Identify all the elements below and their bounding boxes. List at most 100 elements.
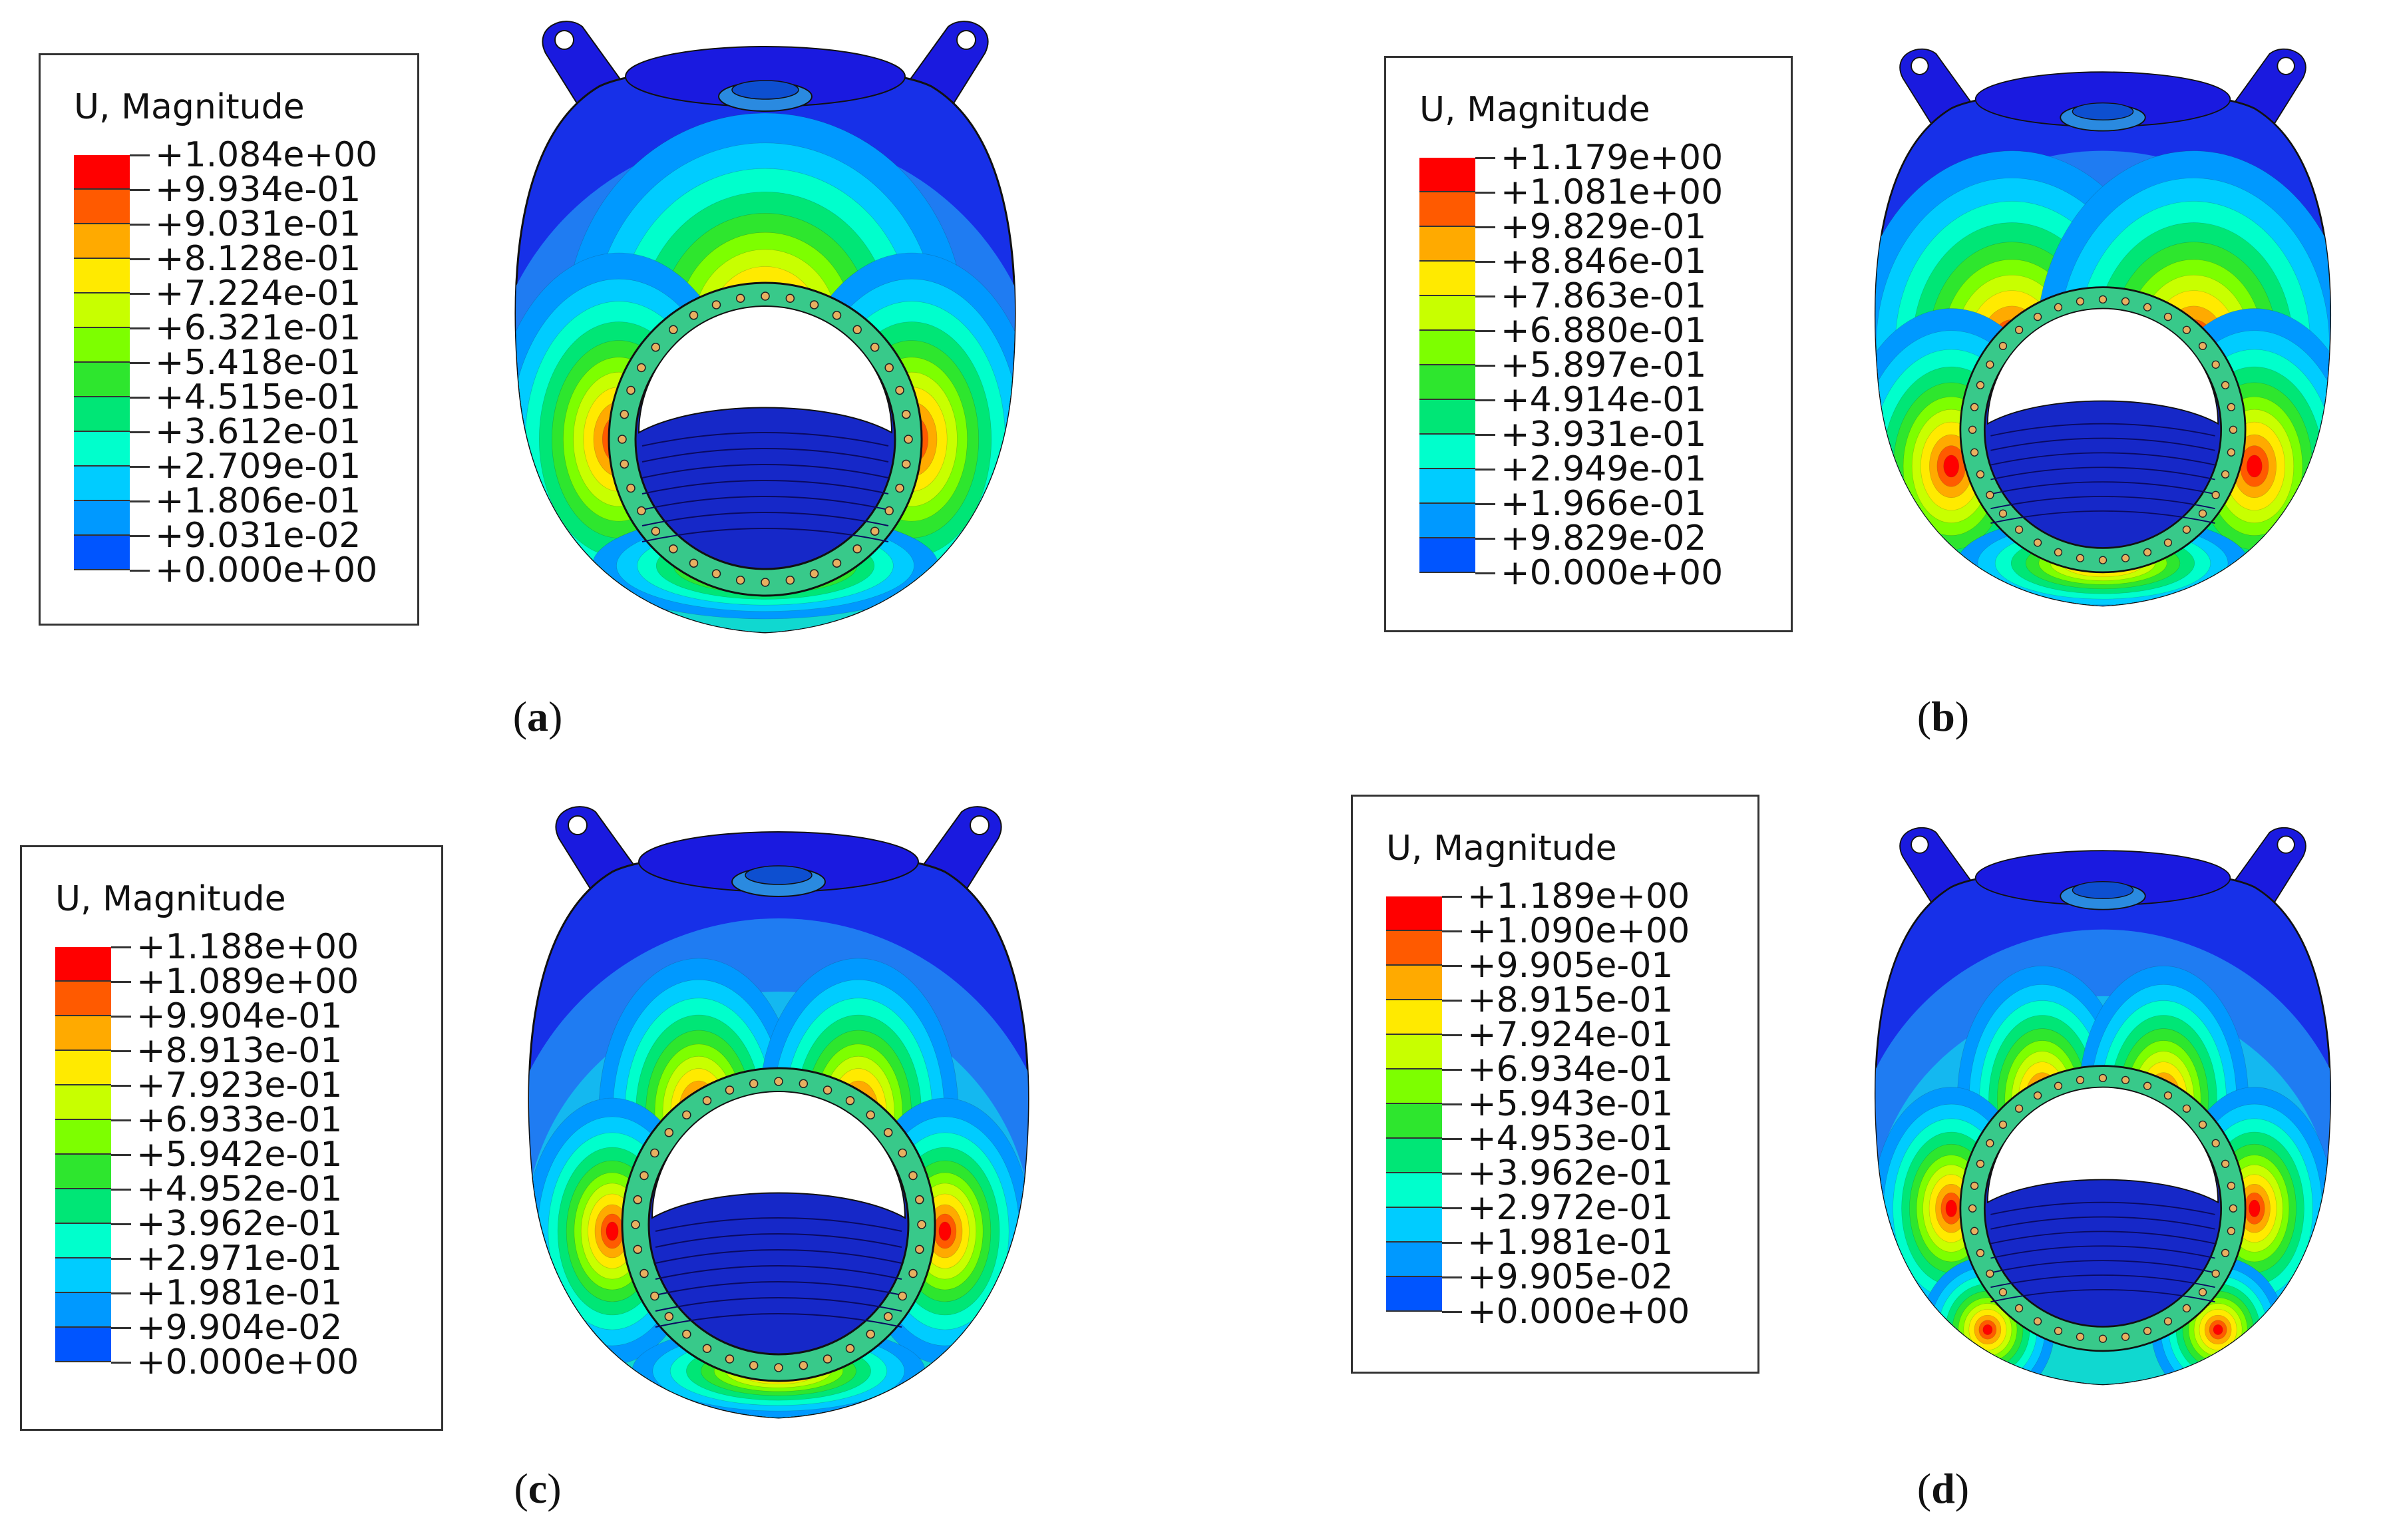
colorbar-swatch bbox=[1386, 1173, 1442, 1208]
legend-tick bbox=[130, 431, 150, 433]
legend-value: +9.829e-02 bbox=[1501, 518, 1707, 558]
legend-d: U, Magnitude +1.189e+00 +1.090e+00 +9.905e… bbox=[1351, 795, 1759, 1374]
colorbar-swatch bbox=[74, 190, 130, 224]
colorbar-swatch bbox=[1386, 1243, 1442, 1277]
legend-title: U, Magnitude bbox=[55, 879, 286, 919]
vessel-contour-c bbox=[528, 806, 1029, 1419]
legend-tick bbox=[1475, 434, 1495, 436]
legend-tick bbox=[130, 535, 150, 537]
legend-value: +9.905e-01 bbox=[1467, 946, 1674, 986]
legend-tick bbox=[1442, 1000, 1462, 1002]
legend-tick bbox=[130, 293, 150, 295]
legend-value: +6.321e-01 bbox=[155, 308, 361, 348]
colorbar-swatch bbox=[55, 1328, 111, 1362]
legend-tick bbox=[1475, 399, 1495, 401]
legend-tick bbox=[1475, 295, 1495, 297]
legend-tick bbox=[130, 500, 150, 502]
legend-value: +8.913e-01 bbox=[136, 1031, 343, 1071]
legend-value: +5.418e-01 bbox=[155, 343, 361, 383]
legend-value: +0.000e+00 bbox=[1467, 1292, 1690, 1332]
legend-tick bbox=[1475, 192, 1495, 194]
colorbar-swatch bbox=[1419, 365, 1475, 400]
legend-value: +5.897e-01 bbox=[1501, 345, 1707, 385]
legend-value: +7.924e-01 bbox=[1467, 1015, 1674, 1055]
legend-value: +2.709e-01 bbox=[155, 447, 361, 486]
legend-value: +9.031e-01 bbox=[155, 204, 361, 244]
colorbar bbox=[55, 947, 111, 1362]
colorbar-swatch bbox=[1419, 192, 1475, 227]
legend-tick bbox=[111, 1085, 131, 1087]
legend-value: +5.942e-01 bbox=[136, 1135, 343, 1175]
vessel-contour-a bbox=[514, 21, 1016, 634]
legend-tick bbox=[130, 362, 150, 364]
legend-tick bbox=[1442, 1069, 1462, 1071]
legend-value: +1.981e-01 bbox=[1467, 1223, 1674, 1262]
legend-value: +4.515e-01 bbox=[155, 377, 361, 417]
colorbar-swatch bbox=[55, 1155, 111, 1189]
colorbar-swatch bbox=[74, 397, 130, 432]
colorbar-swatch bbox=[74, 259, 130, 293]
colorbar-swatch bbox=[1419, 469, 1475, 504]
legend-value: +9.829e-01 bbox=[1501, 207, 1707, 247]
legend-value: +9.934e-01 bbox=[155, 170, 361, 210]
legend-tick bbox=[111, 1327, 131, 1329]
vessel-contour-d bbox=[1875, 827, 2331, 1386]
legend-tick bbox=[1442, 1276, 1462, 1278]
legend-value: +6.880e-01 bbox=[1501, 311, 1707, 351]
colorbar-swatch bbox=[1419, 227, 1475, 262]
colorbar bbox=[1386, 896, 1442, 1312]
legend-value: +9.904e-02 bbox=[136, 1308, 343, 1348]
legend-a: U, Magnitude +1.084e+00 +9.934e-01 +9.031e… bbox=[39, 53, 419, 626]
legend-tick bbox=[1475, 469, 1495, 471]
legend-value: +0.000e+00 bbox=[1501, 553, 1724, 593]
legend-tick bbox=[111, 1119, 131, 1121]
colorbar-swatch bbox=[1419, 400, 1475, 435]
legend-tick bbox=[130, 466, 150, 468]
legend-value: +0.000e+00 bbox=[155, 550, 378, 590]
legend-tick bbox=[1475, 538, 1495, 540]
legend-tick bbox=[130, 397, 150, 399]
legend-tick bbox=[1442, 1207, 1462, 1209]
legend-tick bbox=[130, 154, 150, 156]
panel-c: U, Magnitude +1.188e+00 +1.089e+00 +9.904e… bbox=[0, 765, 1191, 1540]
colorbar-swatch bbox=[74, 155, 130, 190]
legend-tick bbox=[111, 981, 131, 983]
colorbar-swatch bbox=[1419, 296, 1475, 331]
legend-value: +6.933e-01 bbox=[136, 1100, 343, 1140]
colorbar-swatch bbox=[74, 224, 130, 259]
colorbar-swatch bbox=[1386, 1000, 1442, 1035]
colorbar-swatch bbox=[1419, 331, 1475, 365]
legend-value: +1.090e+00 bbox=[1467, 911, 1690, 951]
legend-value: +1.806e-01 bbox=[155, 481, 361, 521]
colorbar-swatch bbox=[1386, 1277, 1442, 1312]
legend-tick bbox=[111, 1050, 131, 1052]
legend-value: +7.863e-01 bbox=[1501, 276, 1707, 316]
colorbar-swatch bbox=[55, 1085, 111, 1120]
legend-value: +6.934e-01 bbox=[1467, 1050, 1674, 1089]
legend-value: +9.904e-01 bbox=[136, 996, 343, 1036]
colorbar-swatch bbox=[1386, 896, 1442, 931]
legend-value: +3.962e-01 bbox=[1467, 1153, 1674, 1193]
colorbar-swatch bbox=[1419, 538, 1475, 573]
legend-value: +1.188e+00 bbox=[136, 927, 359, 967]
colorbar-swatch bbox=[74, 467, 130, 501]
legend-value: +4.914e-01 bbox=[1501, 380, 1707, 420]
legend-value: +9.031e-02 bbox=[155, 516, 361, 556]
colorbar-swatch bbox=[1386, 1208, 1442, 1243]
legend-tick bbox=[1442, 1034, 1462, 1036]
caption-d: (d) bbox=[1917, 1465, 1970, 1512]
legend-tick bbox=[1475, 226, 1495, 228]
colorbar-swatch bbox=[55, 1051, 111, 1085]
legend-tick bbox=[1442, 965, 1462, 967]
colorbar-swatch bbox=[55, 1189, 111, 1224]
legend-value: +0.000e+00 bbox=[136, 1342, 359, 1382]
legend-tick bbox=[111, 1016, 131, 1018]
legend-tick bbox=[1442, 1138, 1462, 1140]
colorbar-swatch bbox=[1419, 435, 1475, 469]
colorbar-swatch bbox=[74, 363, 130, 397]
colorbar-swatch bbox=[74, 293, 130, 328]
legend-value: +2.972e-01 bbox=[1467, 1188, 1674, 1228]
caption-b: (b) bbox=[1917, 693, 1970, 740]
legend-tick bbox=[111, 1154, 131, 1156]
colorbar-swatch bbox=[55, 1224, 111, 1258]
